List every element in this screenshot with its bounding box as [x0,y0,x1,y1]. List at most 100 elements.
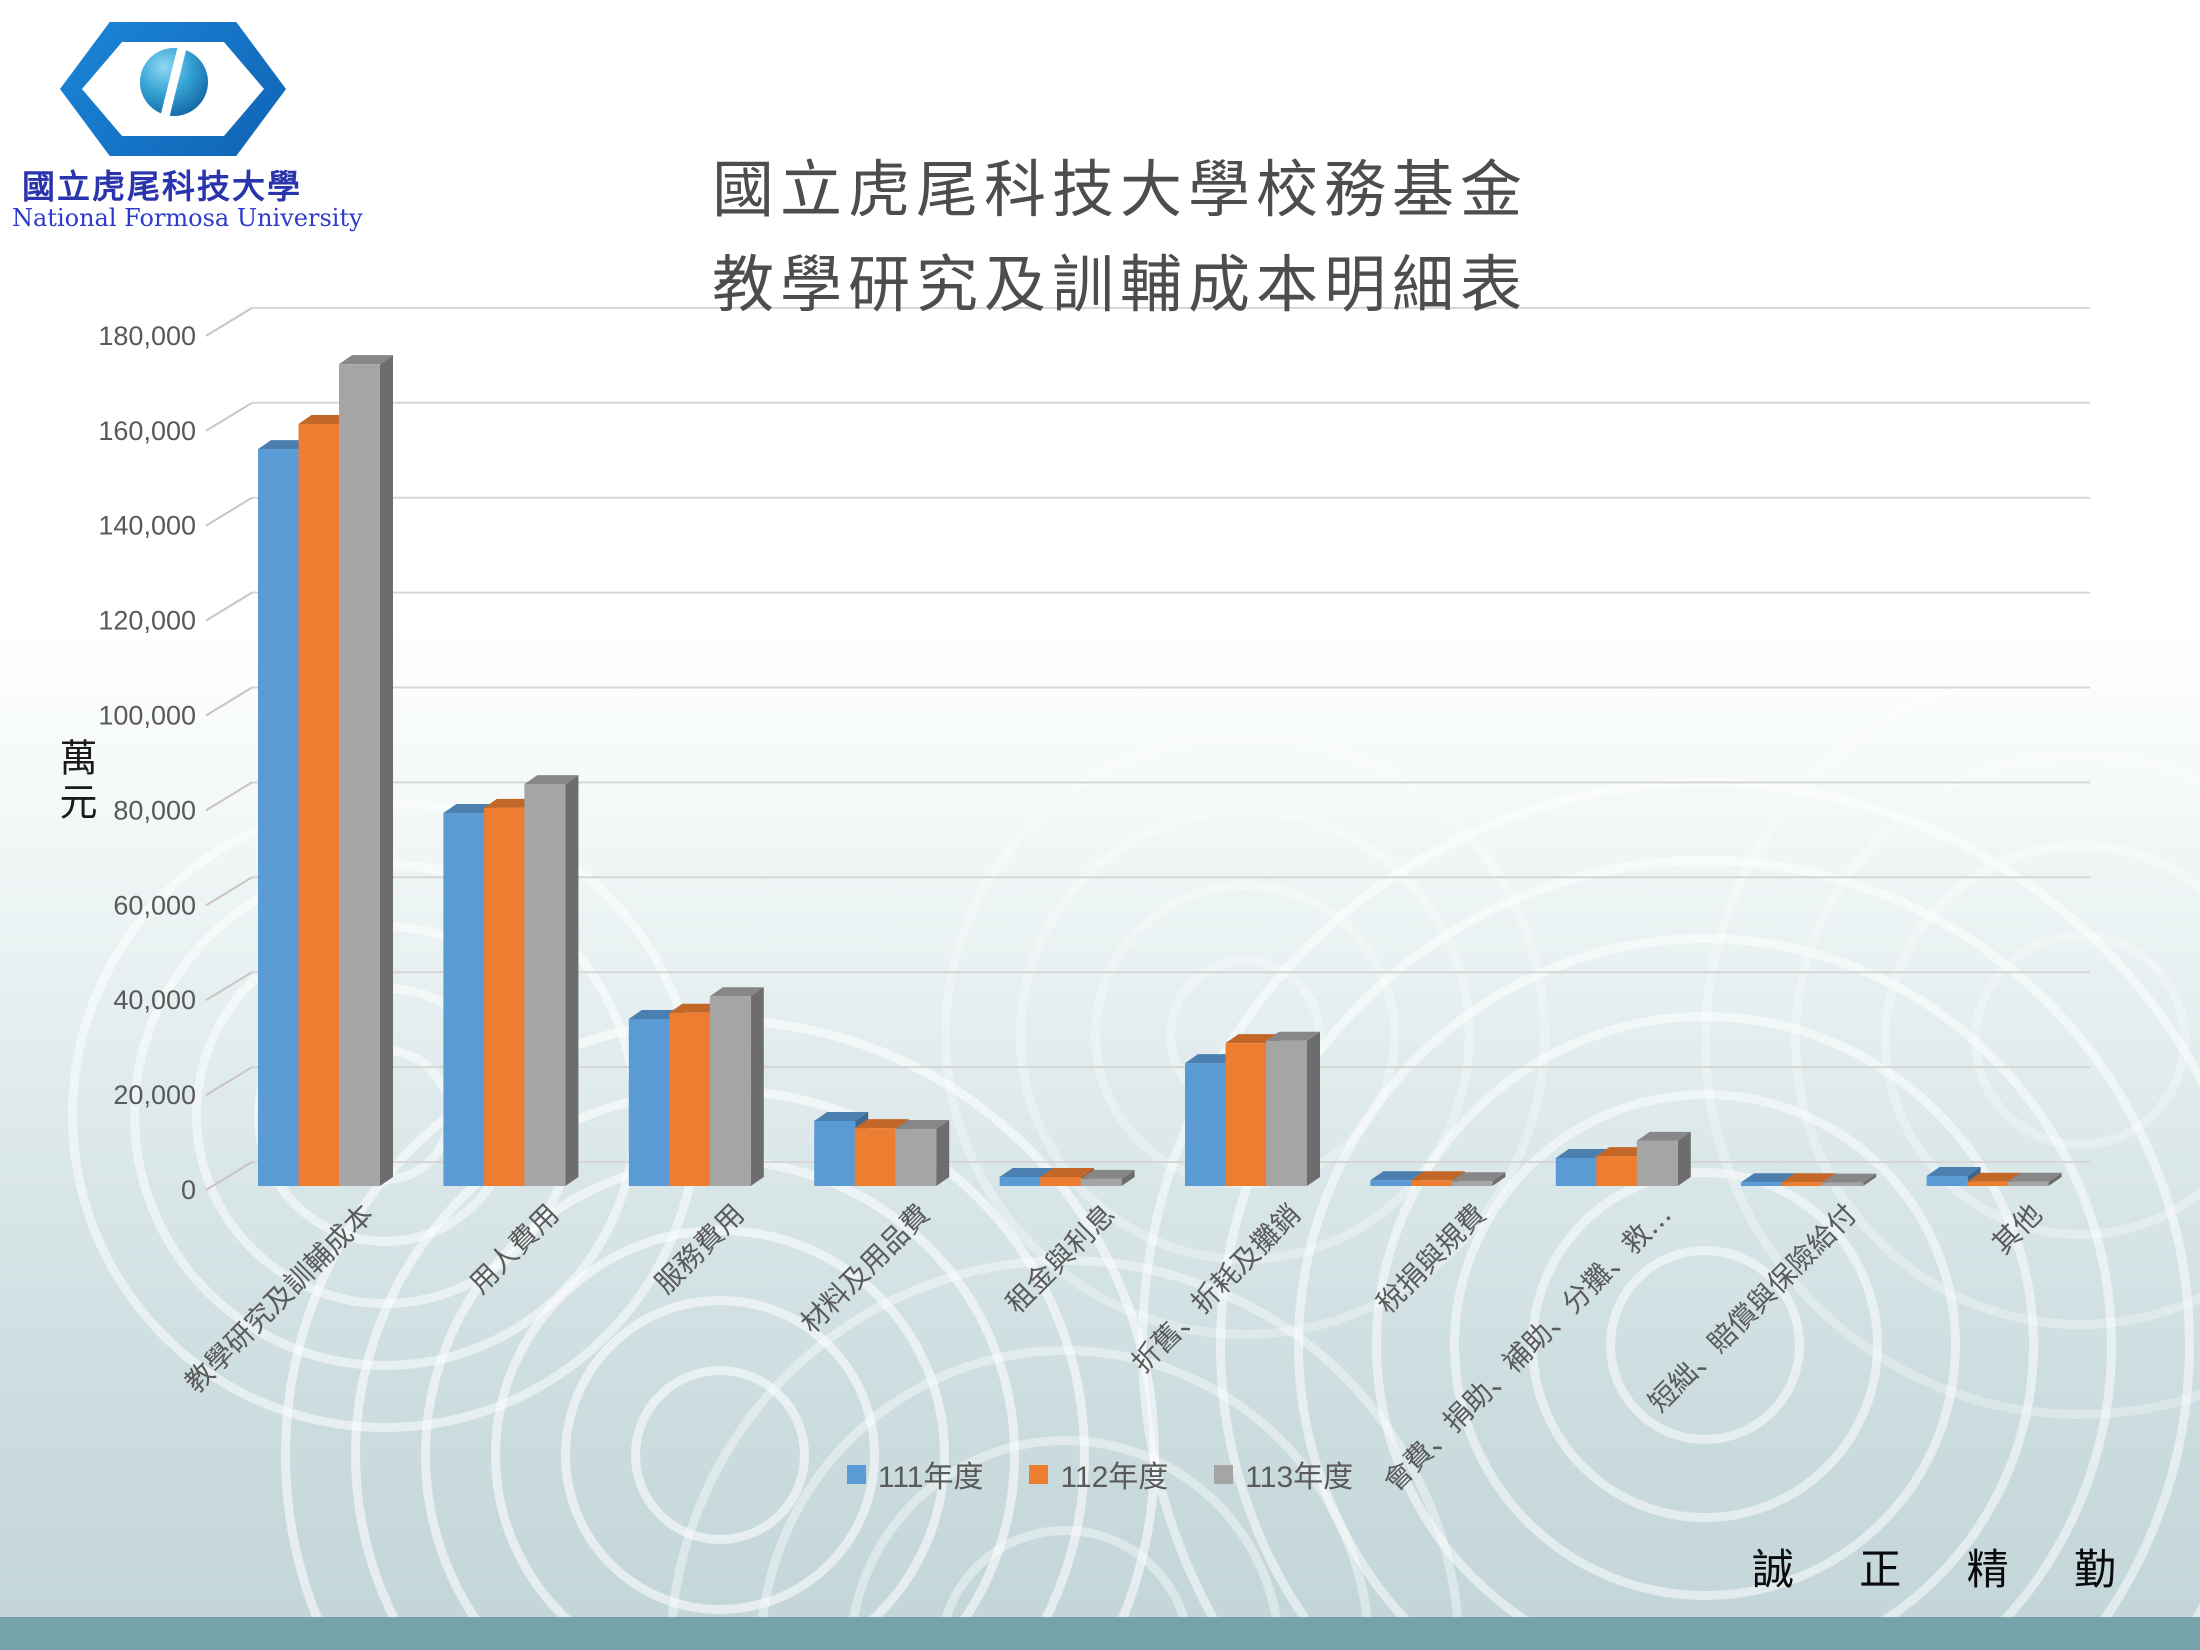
bar-front-face [524,784,566,1186]
x-category-label: 短絀、賠償與保險給付 [1642,1198,1863,1419]
bar-front-face [2007,1181,2049,1186]
bar-side-face [1863,1173,1877,1186]
bar-113年度-group9 [1822,1173,1877,1186]
bar-113年度-group10 [2007,1172,2062,1186]
bar-front-face [1596,1156,1638,1186]
bar-side-face [1492,1172,1506,1186]
bar-top-face [1636,1131,1691,1141]
bar-front-face [1266,1040,1307,1186]
bar-front-face [1040,1176,1082,1186]
y-tick-connector [205,401,253,432]
bar-side-face [1307,1031,1320,1186]
y-tick-connector [205,1066,253,1096]
bar-top-face [814,1111,869,1121]
bar-113年度-group3 [709,987,764,1186]
bar-front-face [1410,1180,1452,1186]
bar-113年度-group8 [1636,1131,1691,1186]
chart-title-line1: 國立虎尾科技大學校務基金 [711,153,1528,226]
bar-front-face [258,449,299,1186]
bar-113年度-group2 [524,775,579,1186]
bar-side-face [380,355,393,1186]
x-category-label: 教學研究及訓輔成本 [178,1198,380,1400]
bar-side-face [1677,1131,1691,1186]
legend-label: 113年度 [1245,1461,1354,1494]
bar-top-face [1926,1167,1981,1177]
bar-top-face [1967,1172,2022,1182]
bar-side-face [750,987,764,1186]
bar-front-face [1926,1176,1968,1186]
legend-item-2: 112年度 [1029,1452,1168,1496]
legend-swatch-icon [846,1464,866,1484]
bar-side-face [2048,1172,2062,1186]
bar-top-face [1266,1031,1320,1041]
y-tick-label: 80,000 [113,795,196,825]
y-tick-connector [205,876,253,907]
bar-front-face [895,1129,937,1186]
bar-front-face [628,1018,670,1186]
bar-front-face [443,813,485,1186]
bar-top-face [1451,1172,1506,1182]
bar-top-face [1410,1171,1465,1181]
motto-text: 誠 正 精 勤 [1751,1545,2142,1594]
bar-front-face [1636,1140,1678,1186]
y-tick-label: 40,000 [113,985,196,1015]
x-category-label: 材料及用品費 [794,1198,936,1340]
bar-top-face [2007,1172,2062,1182]
x-category-label: 折舊、折耗及攤銷 [1125,1198,1307,1380]
bar-side-face [565,775,579,1186]
bottom-band [0,1617,2200,1650]
bar-front-face [483,807,525,1186]
bar-113年度-group6 [1266,1031,1320,1186]
bar-top-face [1040,1167,1095,1177]
bar-top-face [709,987,764,997]
y-tick-label: 180,000 [98,321,196,351]
y-tick-connector [205,781,253,812]
bar-front-face [709,996,751,1186]
legend-item-3: 113年度 [1214,1452,1353,1496]
bar-front-face [854,1128,896,1186]
bar-front-face [1741,1182,1783,1186]
bar-front-face [814,1120,856,1186]
bar-front-face [1781,1182,1823,1186]
bar-top-face [1370,1171,1425,1181]
bar-top-face [999,1167,1054,1177]
chart-legend: 111年度 112年度 113年度 [0,1452,2200,1496]
bar-113年度-group4 [895,1120,950,1186]
bar-front-face [1080,1178,1122,1186]
y-tick-connector [205,1161,253,1191]
bar-front-face [669,1012,711,1186]
bar-top-face [1822,1173,1877,1183]
y-tick-label: 100,000 [98,701,196,731]
x-category-label: 其他 [1986,1198,2049,1261]
chart-title-line2: 教學研究及訓輔成本明細表 [711,248,1528,321]
bar-front-face [298,423,340,1186]
bar-front-face [1451,1181,1493,1186]
y-tick-connector [205,686,253,717]
y-tick-connector [205,591,253,622]
y-tick-label: 140,000 [98,511,196,541]
bar-113年度-group1 [339,355,393,1186]
bar-113年度-group7 [1451,1172,1506,1186]
bar-side-face [936,1120,950,1186]
bar-front-face [1185,1063,1226,1186]
bar-113年度-group5 [1080,1169,1135,1186]
y-tick-label: 20,000 [113,1080,196,1110]
bar-top-face [895,1120,950,1130]
bar-front-face [999,1176,1041,1186]
x-category-label: 租金與利息 [999,1198,1121,1320]
bar-top-face [1080,1169,1135,1179]
bar-top-face [524,775,579,785]
legend-label: 111年度 [877,1461,984,1494]
bar-side-face [1121,1169,1135,1186]
legend-label: 112年度 [1060,1461,1169,1494]
x-category-label: 服務費用 [648,1198,751,1301]
bar-top-face [1781,1173,1836,1183]
y-tick-label: 120,000 [98,606,196,636]
university-name-cn: 國立虎尾科技大學 [22,167,302,206]
university-name-en: National Formosa University [12,204,363,232]
legend-item-1: 111年度 [846,1452,984,1496]
bar-front-face [1967,1181,2009,1186]
y-tick-label: 0 [181,1175,196,1205]
